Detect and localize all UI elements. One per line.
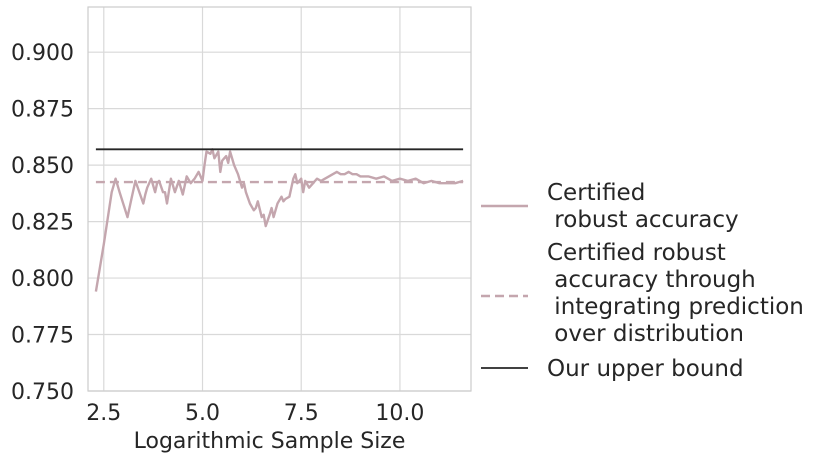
y-tick-label: 0.775: [11, 324, 74, 349]
x-tick-labels: 2.5 5.0 7.5 10.0: [86, 401, 424, 426]
y-tick-label: 0.800: [11, 267, 74, 292]
legend-label-2: Our upper bound: [547, 356, 744, 382]
series-layer: [94, 148, 464, 292]
x-tick-label: 5.0: [185, 401, 220, 426]
y-tick-label: 0.850: [11, 154, 74, 179]
y-tick-label: 0.900: [11, 41, 74, 66]
y-tick-label: 0.875: [11, 98, 74, 123]
y-tick-labels: 0.750 0.775 0.800 0.825 0.850 0.875 0.900: [11, 41, 74, 405]
x-tick-label: 2.5: [86, 401, 121, 426]
x-tick-label: 7.5: [284, 401, 319, 426]
legend-label-0: Certified robust accuracy: [547, 180, 739, 233]
x-tick-label: 10.0: [375, 401, 424, 426]
y-tick-label: 0.825: [11, 211, 74, 236]
y-tick-label: 0.750: [11, 380, 74, 405]
x-axis-label: Logarithmic Sample Size: [134, 429, 406, 454]
legend-label-1: Certified robust accuracy through integr…: [547, 240, 804, 347]
legend: Certified robust accuracy Certified robus…: [481, 180, 804, 382]
plot-frame: [87, 6, 472, 392]
series-line-0: [94, 148, 464, 292]
